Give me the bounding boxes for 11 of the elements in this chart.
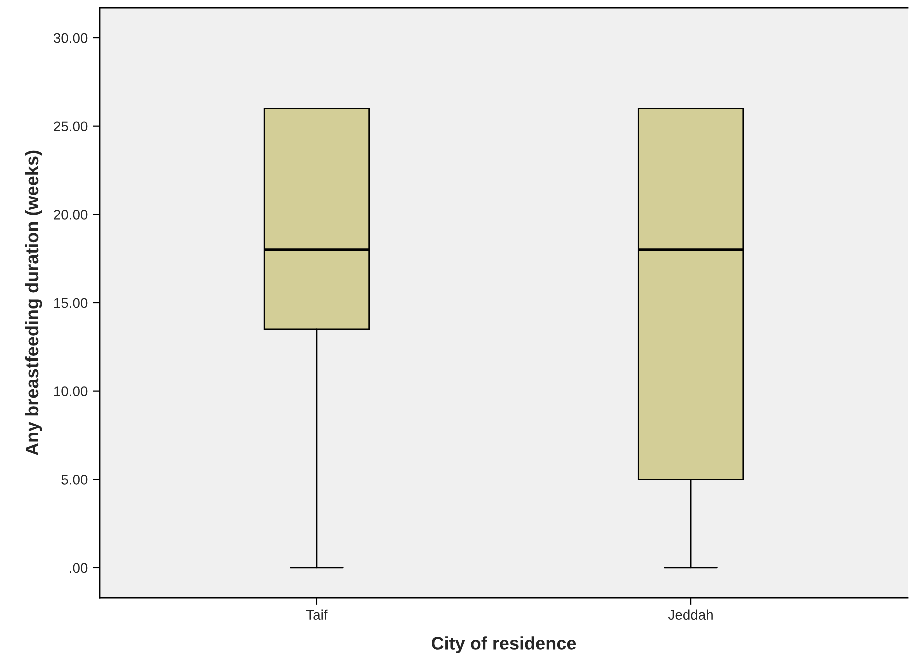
y-axis-title: Any breastfeeding duration (weeks) [25, 150, 42, 456]
x-tick-label: Taif [306, 610, 328, 620]
y-tick-label: 30.00 [54, 33, 88, 44]
y-tick-label: 10.00 [54, 386, 88, 396]
x-tick-label: Jeddah [668, 610, 713, 620]
y-tick-label: 25.00 [54, 122, 88, 132]
y-tick-label: 20.00 [54, 210, 88, 220]
y-tick-label: 5.00 [62, 474, 88, 485]
y-tick-label: 15.00 [54, 298, 88, 308]
x-axis-title: City of residence [432, 636, 576, 654]
y-tick-label: .00 [70, 563, 88, 574]
